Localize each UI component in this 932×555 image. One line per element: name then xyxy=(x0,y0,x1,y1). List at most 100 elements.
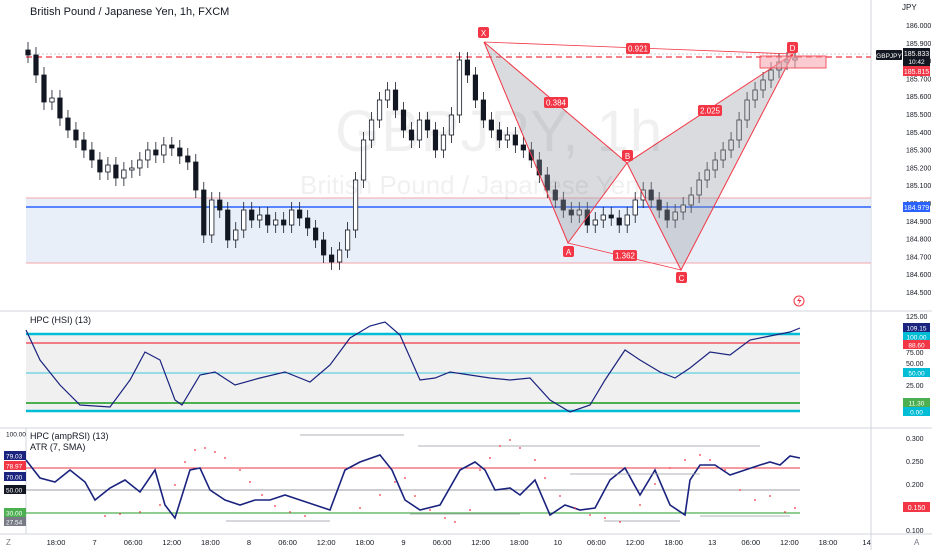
candle xyxy=(360,139,367,181)
atr-dot xyxy=(104,515,106,517)
atr-dot xyxy=(304,515,306,517)
atr-dot xyxy=(639,504,641,506)
candle xyxy=(720,149,726,161)
hsi-tag xyxy=(903,332,930,341)
point-c-label[interactable]: C xyxy=(676,272,687,283)
atr-dot xyxy=(534,459,536,461)
amprsi-left-tick: 50.00 xyxy=(6,488,23,495)
candle xyxy=(384,89,391,101)
atr-dot xyxy=(699,454,701,456)
candle xyxy=(137,159,143,169)
hsi-axis: 125.00100.0075.0050.0025.000.00109.15100… xyxy=(903,314,930,417)
atr-label[interactable]: ATR (7, SMA) xyxy=(30,442,86,452)
candle xyxy=(416,119,423,141)
candle xyxy=(688,194,694,206)
atr-dot xyxy=(619,521,621,523)
price-tick: 184.700 xyxy=(906,254,931,261)
time-tick: 06:00 xyxy=(587,538,606,547)
amprsi-right-tick: 0.100 xyxy=(906,528,924,535)
hsi-tag xyxy=(903,407,930,416)
atr-dot xyxy=(479,469,481,471)
hsi-label[interactable]: HPC (HSI) (13) xyxy=(30,315,92,325)
candle xyxy=(329,254,335,263)
time-tick: 8 xyxy=(247,538,251,547)
candle xyxy=(233,229,239,241)
auto-scale-corner[interactable]: A xyxy=(914,538,920,547)
lightning-icon[interactable] xyxy=(793,295,805,307)
atr-dot xyxy=(174,484,176,486)
candle xyxy=(145,149,151,161)
svg-text:185.815: 185.815 xyxy=(904,69,929,76)
atr-dot xyxy=(261,494,263,496)
amprsi-right-tick: 0.300 xyxy=(906,436,924,443)
svg-text:184.979: 184.979 xyxy=(904,205,929,212)
atr-dot xyxy=(359,507,361,509)
atr-dot xyxy=(739,489,741,491)
candle xyxy=(241,209,247,231)
candle xyxy=(664,209,670,221)
hsi-tick: 75.00 xyxy=(906,350,924,357)
candle xyxy=(297,209,303,219)
candle xyxy=(185,155,191,163)
candle xyxy=(400,109,407,131)
atr-dot xyxy=(754,499,756,501)
candle xyxy=(376,99,383,121)
hsi-tag xyxy=(903,398,930,407)
time-tick: 06:00 xyxy=(741,538,760,547)
candle xyxy=(648,189,654,201)
candle xyxy=(488,119,494,131)
candle xyxy=(608,214,614,219)
point-d-label[interactable]: D xyxy=(787,42,798,53)
point-a-label[interactable]: A xyxy=(563,246,574,257)
bid-tag: 185.815 xyxy=(903,66,930,76)
candle xyxy=(97,159,103,173)
candle xyxy=(480,99,487,121)
candle xyxy=(193,161,199,191)
candle xyxy=(576,209,582,216)
ratio-xd-label: 0.921 xyxy=(626,43,650,54)
candle xyxy=(153,149,159,156)
price-tick: 185.500 xyxy=(906,112,931,119)
atr-dot xyxy=(239,469,241,471)
hsi-tag-text: 0.00 xyxy=(910,410,923,417)
candle xyxy=(281,219,287,226)
chart-title: British Pound / Japanese Yen, 1h, FXCM xyxy=(30,6,230,18)
atr-dot xyxy=(684,459,686,461)
svg-text:A: A xyxy=(566,248,572,257)
candle xyxy=(744,99,750,121)
candle xyxy=(600,214,606,221)
atr-dot xyxy=(159,504,161,506)
amprsi-right-tick: 0.200 xyxy=(906,482,924,489)
candle xyxy=(169,144,175,149)
atr-dot xyxy=(274,505,276,507)
amprsi-left-tag xyxy=(4,508,26,517)
time-tick: 12:00 xyxy=(780,538,799,547)
candle xyxy=(249,209,255,221)
amprsi-left-tag xyxy=(4,472,26,481)
candle xyxy=(504,134,510,141)
atr-dot xyxy=(394,481,396,483)
price-tick: 185.900 xyxy=(906,41,931,48)
candle xyxy=(225,209,231,241)
point-b-label[interactable]: B xyxy=(622,150,633,161)
candle xyxy=(305,217,311,229)
atr-dots xyxy=(104,439,796,523)
atr-dot xyxy=(574,507,576,509)
amprsi-left-tick: 27.54 xyxy=(6,520,23,527)
candle xyxy=(424,119,431,131)
amprsi-label[interactable]: HPC (ampRSI) (13) xyxy=(30,431,109,441)
candle xyxy=(265,214,271,226)
timezone-corner[interactable]: Z xyxy=(6,538,11,547)
atr-dot xyxy=(414,495,416,497)
time-tick: 06:00 xyxy=(278,538,297,547)
atr-dot xyxy=(709,459,711,461)
hsi-band xyxy=(26,334,800,411)
point-x-label[interactable]: X xyxy=(478,27,489,38)
hsi-tag-text: 50.00 xyxy=(908,371,925,378)
time-tick: 18:00 xyxy=(47,538,66,547)
time-axis[interactable]: 18:00 7 06:00 12:00 18:00 8 06:00 12:00 18:00 9 06… xyxy=(47,538,871,547)
time-tick: 13 xyxy=(708,538,716,547)
hsi-tag-text: 88.60 xyxy=(908,343,925,350)
